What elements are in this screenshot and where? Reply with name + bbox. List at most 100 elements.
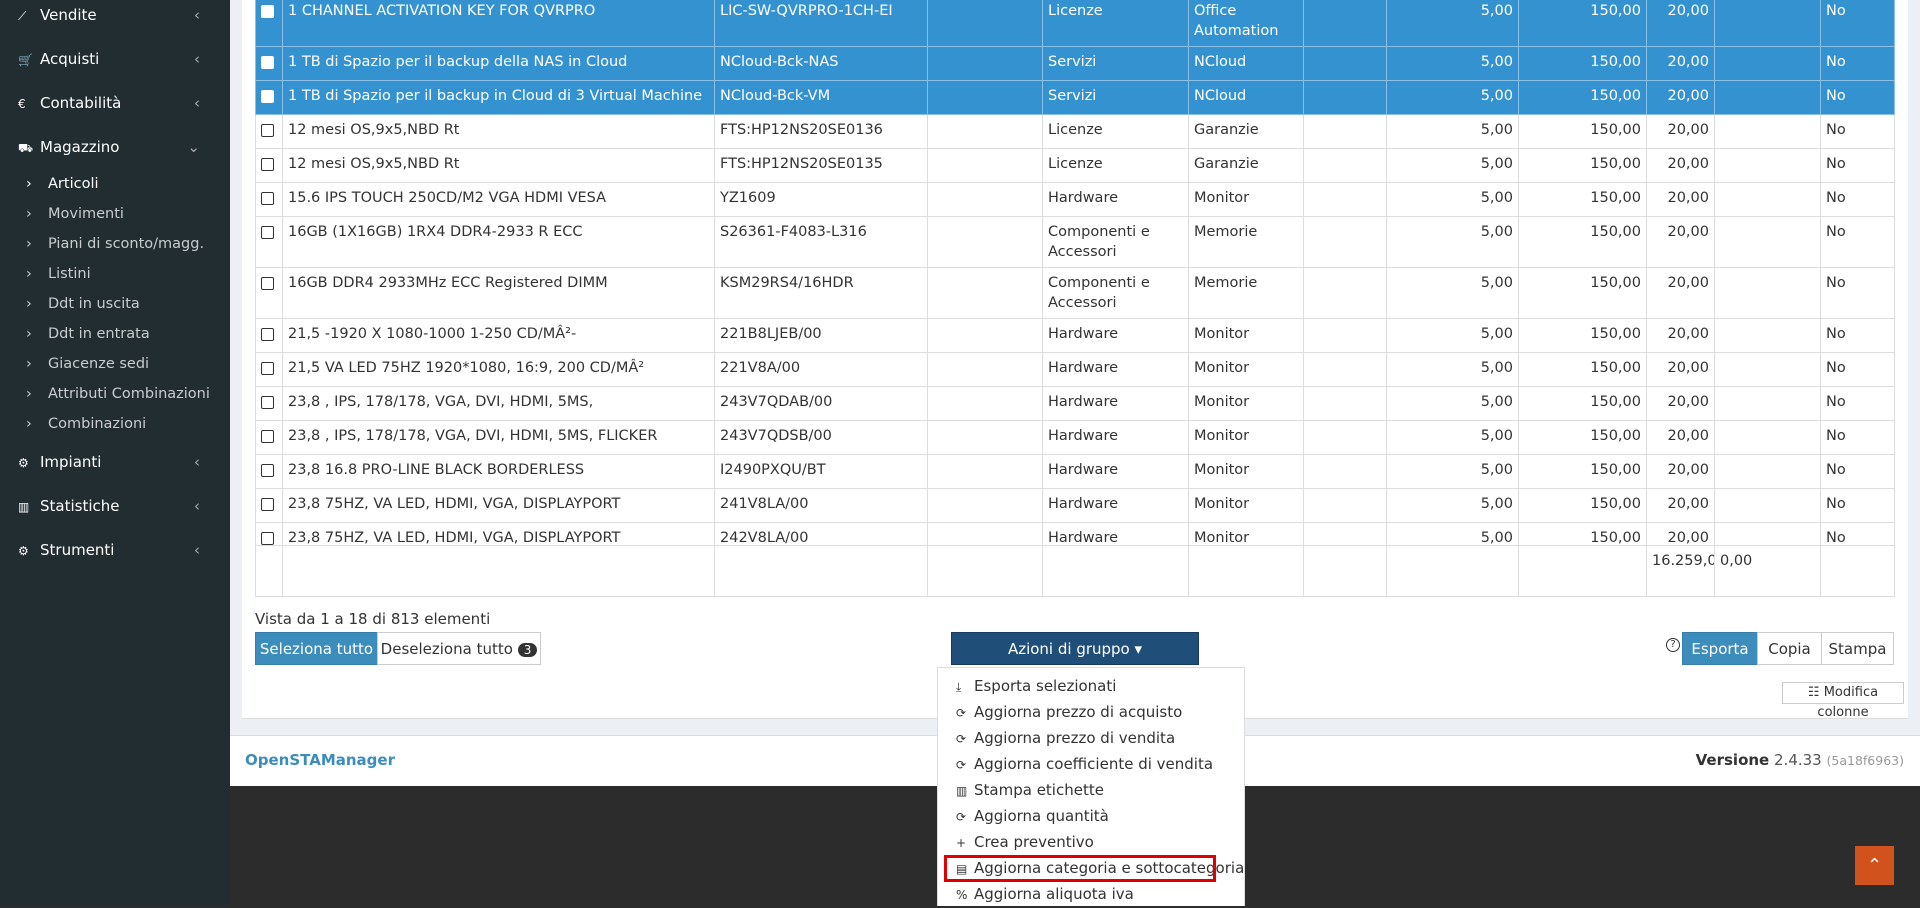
submenu-item[interactable]: › Movimenti: [26, 202, 124, 226]
table-row[interactable]: 23,8 75HZ, VA LED, HDMI, VGA, DISPLAYPOR…: [255, 522, 1895, 545]
cell-text: 21,5 -1920 X 1080-1000 1-250 CD/MÂ²-: [288, 326, 577, 342]
table-cell: No: [1820, 420, 1895, 455]
cell-text: 16GB DDR4 2933MHz ECC Registered DIMM: [288, 275, 608, 291]
help-icon[interactable]: ?: [1666, 638, 1680, 652]
dropdown-icon: ⟳: [956, 758, 967, 772]
brand[interactable]: OpenSTAManager: [245, 751, 395, 769]
row-checkbox[interactable]: [261, 277, 274, 290]
version-label: Versione: [1695, 751, 1770, 769]
table-cell: 150,00: [1518, 0, 1647, 47]
row-checkbox[interactable]: [261, 498, 274, 511]
table-cell: 20,00: [1646, 148, 1715, 183]
table-cell: [927, 386, 1043, 421]
table-row[interactable]: 12 mesi OS,9x5,NBD Rt FTS:HP12NS20SE0135 L…: [255, 148, 1895, 183]
row-checkbox[interactable]: [261, 158, 274, 171]
submenu-item[interactable]: › Piani di sconto/magg.: [26, 232, 204, 256]
submenu-item[interactable]: › Combinazioni: [26, 412, 146, 436]
table-row[interactable]: 23,8 , IPS, 178/178, VGA, DVI, HDMI, 5MS…: [255, 386, 1895, 421]
dropdown-item[interactable]: ⤓ Esporta selezionati: [956, 673, 1116, 699]
table-row[interactable]: 23,8 75HZ, VA LED, HDMI, VGA, DISPLAYPOR…: [255, 488, 1895, 523]
group-actions-button[interactable]: Azioni di gruppo ▾: [951, 632, 1199, 665]
submenu-item[interactable]: › Ddt in entrata: [26, 322, 150, 346]
table-row[interactable]: 23,8 16.8 PRO-LINE BLACK BORDERLESS I2490…: [255, 454, 1895, 489]
dropdown-item[interactable]: ⟳ Aggiorna prezzo di vendita: [956, 725, 1175, 751]
table-row[interactable]: 1 CHANNEL ACTIVATION KEY FOR QVRPRO LIC-S…: [255, 0, 1895, 47]
row-checkbox[interactable]: [261, 430, 274, 443]
menu-item[interactable]: 🛒 Acquisti ‹: [18, 45, 212, 73]
dropdown-item[interactable]: ⟳ Aggiorna prezzo di acquisto: [956, 699, 1182, 725]
menu-item[interactable]: ⟋ Vendite ‹: [18, 1, 212, 29]
table-cell: 16GB (1X16GB) 1RX4 DDR4-2933 R ECC: [282, 216, 715, 268]
table-cell: 12 mesi OS,9x5,NBD Rt: [282, 148, 715, 183]
copy-button[interactable]: Copia: [1757, 632, 1822, 665]
submenu-item[interactable]: › Giacenze sedi: [26, 352, 149, 376]
cell-text: 20,00: [1667, 394, 1709, 410]
submenu-arrow: ›: [26, 386, 32, 402]
menu-item[interactable]: € Contabilità ‹: [18, 89, 212, 117]
row-checkbox[interactable]: [261, 192, 274, 205]
table-row[interactable]: 1 TB di Spazio per il backup in Cloud di…: [255, 80, 1895, 115]
table-cell: 23,8 16.8 PRO-LINE BLACK BORDERLESS: [282, 454, 715, 489]
table-cell: 150,00: [1518, 522, 1647, 545]
cell-text: 150,00: [1590, 54, 1641, 70]
row-checkbox[interactable]: [261, 5, 274, 18]
dropdown-item[interactable]: + Crea preventivo: [956, 829, 1094, 855]
menu-item[interactable]: ▥ Statistiche ‹: [18, 492, 212, 520]
table-cell: [1303, 420, 1387, 455]
table-cell: 23,8 75HZ, VA LED, HDMI, VGA, DISPLAYPOR…: [282, 488, 715, 523]
submenu-item[interactable]: › Listini: [26, 262, 91, 286]
scroll-top-button[interactable]: ⌃: [1855, 846, 1894, 885]
table-cell: No: [1820, 216, 1895, 268]
cell-text: NCloud: [1194, 54, 1247, 70]
cell-text: 221V8A/00: [720, 360, 801, 376]
table-row[interactable]: 12 mesi OS,9x5,NBD Rt FTS:HP12NS20SE0136 L…: [255, 114, 1895, 149]
table-row[interactable]: 16GB DDR4 2933MHz ECC Registered DIMM KSM…: [255, 267, 1895, 319]
table-cell: [255, 216, 283, 268]
table-cell: [927, 488, 1043, 523]
menu-item[interactable]: ⚙ Impianti ‹: [18, 448, 212, 476]
dropdown-item[interactable]: ⟳ Aggiorna quantità: [956, 803, 1109, 829]
submenu-arrow: ›: [26, 176, 32, 192]
menu-arrow: ‹: [194, 6, 200, 24]
dropdown-icon: ⟳: [956, 706, 967, 720]
row-checkbox[interactable]: [261, 532, 274, 545]
submenu-item[interactable]: › Ddt in uscita: [26, 292, 140, 316]
row-checkbox[interactable]: [261, 464, 274, 477]
select-all-button[interactable]: Seleziona tutto: [255, 632, 378, 665]
row-checkbox[interactable]: [261, 362, 274, 375]
dropdown-item[interactable]: ⟳ Aggiorna coefficiente di vendita: [956, 751, 1213, 777]
print-button[interactable]: Stampa: [1821, 632, 1894, 665]
menu-item[interactable]: ⚙ Strumenti ‹: [18, 536, 212, 564]
table-row[interactable]: 23,8 , IPS, 178/178, VGA, DVI, HDMI, 5MS…: [255, 420, 1895, 455]
table-row[interactable]: 16GB (1X16GB) 1RX4 DDR4-2933 R ECC S26361…: [255, 216, 1895, 268]
edit-columns-button[interactable]: ☷ Modifica colonne: [1782, 682, 1904, 720]
table-cell: [255, 318, 283, 353]
table-cell: [255, 454, 283, 489]
cell-text: 150,00: [1590, 190, 1641, 206]
table-cell: 5,00: [1386, 318, 1519, 353]
cell-text: No: [1826, 360, 1846, 376]
dropdown-item[interactable]: % Aggiorna aliquota iva: [956, 881, 1134, 907]
row-checkbox[interactable]: [261, 90, 274, 103]
submenu-item[interactable]: › Attributi Combinazioni: [26, 382, 210, 406]
row-checkbox[interactable]: [261, 226, 274, 239]
table-row[interactable]: 1 TB di Spazio per il backup della NAS i…: [255, 46, 1895, 81]
export-button[interactable]: Esporta: [1682, 632, 1758, 665]
dropdown-item[interactable]: ▤ Aggiorna categoria e sottocategoria: [956, 855, 1244, 881]
menu-item[interactable]: ⛟ Magazzino ⌄: [18, 133, 212, 161]
cell-text: 5,00: [1480, 122, 1513, 138]
submenu-item[interactable]: › Articoli: [26, 172, 99, 196]
table-row[interactable]: 21,5 -1920 X 1080-1000 1-250 CD/MÂ²- 221B…: [255, 318, 1895, 353]
edit-columns-label: Modifica colonne: [1817, 685, 1879, 720]
table-row[interactable]: 15.6 IPS TOUCH 250CD/M2 VGA HDMI VESA YZ1…: [255, 182, 1895, 217]
row-checkbox[interactable]: [261, 124, 274, 137]
table-cell: [255, 80, 283, 115]
cell-text: Hardware: [1048, 360, 1119, 376]
row-checkbox[interactable]: [261, 396, 274, 409]
deselect-all-button[interactable]: Deseleziona tutto 3: [377, 632, 541, 665]
dropdown-item[interactable]: ▥ Stampa etichette: [956, 777, 1104, 803]
cell-text: No: [1826, 88, 1846, 104]
row-checkbox[interactable]: [261, 328, 274, 341]
table-row[interactable]: 21,5 VA LED 75HZ 1920*1080, 16:9, 200 CD…: [255, 352, 1895, 387]
row-checkbox[interactable]: [261, 56, 274, 69]
